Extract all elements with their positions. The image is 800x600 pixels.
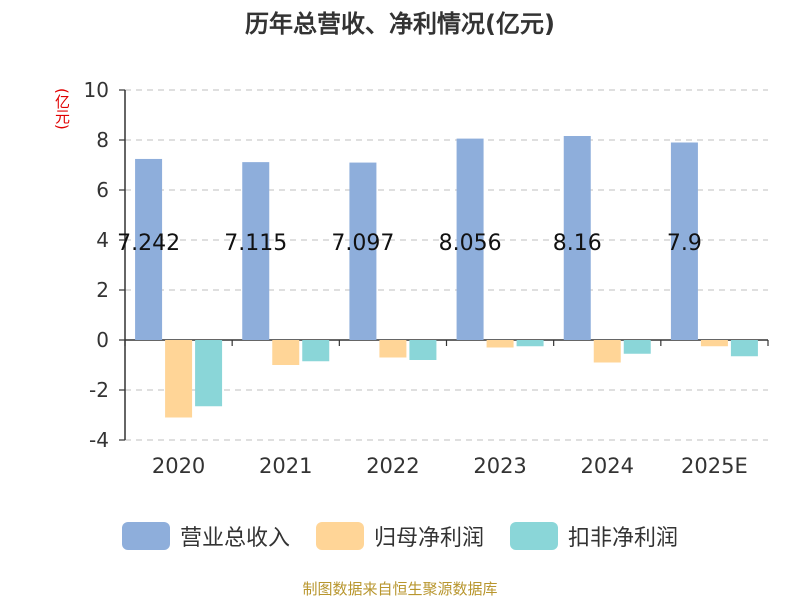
y-tick-label: 6 bbox=[96, 178, 109, 202]
bar-revenue bbox=[670, 142, 698, 340]
legend-label-revenue: 营业总收入 bbox=[179, 526, 290, 551]
x-tick-label: 2025E bbox=[681, 454, 748, 478]
data-label-revenue: 8.16 bbox=[553, 231, 602, 256]
data-label-revenue: 7.242 bbox=[117, 231, 180, 256]
bar-deducted-net-profit bbox=[302, 340, 330, 362]
x-tick-label: 2020 bbox=[152, 454, 205, 478]
data-label-revenue: 7.115 bbox=[224, 231, 287, 256]
bar-revenue bbox=[135, 158, 163, 340]
legend-label-net-profit: 归母净利润 bbox=[373, 526, 484, 551]
bar-deducted-net-profit bbox=[730, 340, 758, 357]
y-axis-unit-label: (亿元) bbox=[53, 88, 71, 130]
bar-net-profit bbox=[700, 340, 728, 347]
legend-swatch-revenue bbox=[121, 522, 170, 550]
x-tick-label: 2022 bbox=[366, 454, 419, 478]
bar-revenue bbox=[563, 136, 591, 340]
y-tick-label: 4 bbox=[96, 228, 109, 252]
y-tick-label: 0 bbox=[96, 328, 109, 352]
legend-item-revenue[interactable]: 营业总收入 bbox=[121, 520, 290, 552]
bar-revenue bbox=[349, 162, 377, 340]
y-tick-label: 8 bbox=[96, 128, 109, 152]
y-tick-label: -2 bbox=[89, 378, 109, 402]
data-label-revenue: 7.097 bbox=[331, 231, 394, 256]
legend-item-net-profit[interactable]: 归母净利润 bbox=[315, 520, 484, 552]
bar-net-profit bbox=[486, 340, 514, 348]
bar-net-profit bbox=[272, 340, 300, 365]
bar-net-profit bbox=[593, 340, 621, 363]
chart-title: 历年总营收、净利情况(亿元) bbox=[245, 10, 555, 38]
x-tick-label: 2023 bbox=[473, 454, 526, 478]
bar-deducted-net-profit bbox=[623, 340, 651, 354]
bar-deducted-net-profit bbox=[409, 340, 437, 360]
bar-net-profit bbox=[379, 340, 407, 358]
legend: 营业总收入 归母净利润 扣非净利润 bbox=[0, 518, 800, 554]
x-tick-label: 2024 bbox=[581, 454, 634, 478]
y-tick-label: 10 bbox=[84, 78, 109, 102]
data-label-revenue: 8.056 bbox=[439, 231, 502, 256]
legend-swatch-net-profit bbox=[315, 522, 364, 550]
bar-revenue bbox=[456, 138, 484, 340]
y-tick-label: 2 bbox=[96, 278, 109, 302]
bar-deducted-net-profit bbox=[195, 340, 223, 407]
legend-label-deducted-net-profit: 扣非净利润 bbox=[568, 526, 679, 551]
data-source-note: 制图数据来自恒生聚源数据库 bbox=[302, 580, 498, 598]
bar-deducted-net-profit bbox=[516, 340, 544, 347]
x-tick-label: 2021 bbox=[259, 454, 312, 478]
bar-revenue bbox=[242, 162, 270, 340]
y-tick-label: -4 bbox=[89, 428, 109, 452]
data-label-revenue: 7.9 bbox=[667, 231, 702, 256]
legend-item-deducted-net-profit[interactable]: 扣非净利润 bbox=[510, 520, 678, 552]
bar-net-profit bbox=[165, 340, 193, 418]
legend-swatch-deducted-net-profit bbox=[510, 522, 558, 550]
